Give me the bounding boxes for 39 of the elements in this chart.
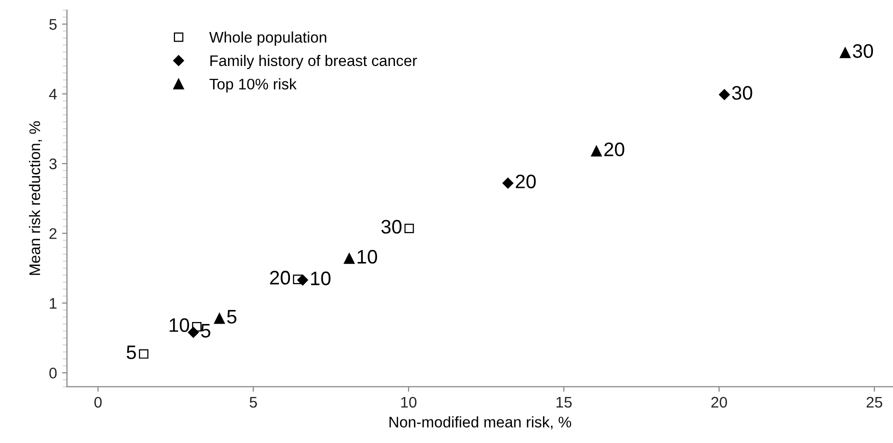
point: [591, 146, 602, 156]
legend-label: Whole population: [209, 31, 326, 46]
annotation: 5: [126, 346, 136, 360]
annotation: 20: [604, 142, 624, 156]
point: [718, 89, 730, 100]
annotation: 10: [311, 272, 330, 286]
point: [214, 312, 225, 324]
y-tick-label: 3: [49, 158, 57, 170]
y-axis-title: Mean risk reduction, %: [28, 121, 42, 275]
x-tick-label: 5: [250, 397, 257, 408]
annotation: 10: [358, 250, 378, 264]
annotation: 30: [852, 44, 873, 58]
x-axis-title: Non-modified mean risk, %: [390, 416, 572, 430]
annotation: 30: [732, 86, 752, 100]
annotation: 30: [381, 220, 402, 234]
annotation: 10: [170, 318, 190, 332]
y-tick-label: 0: [49, 368, 57, 378]
point: [344, 253, 355, 264]
point: [502, 178, 514, 189]
x-tick-label: 0: [94, 396, 102, 408]
x-tick-label: 10: [401, 396, 416, 408]
point: [138, 349, 148, 359]
y-tick-label: 1: [50, 298, 57, 309]
annotation: 5: [227, 310, 236, 324]
y-tick-label: 4: [49, 88, 57, 100]
x-tick-label: 20: [711, 396, 727, 408]
annotation: 20: [270, 270, 290, 285]
annotation: 20: [516, 174, 536, 188]
x-tick-label: 25: [866, 396, 882, 408]
y-tick-label: 5: [49, 19, 57, 30]
legend-label: Family history of breast cancer: [210, 54, 417, 70]
point: [840, 47, 851, 58]
y-tick-label: 2: [50, 228, 56, 239]
annotation: 5: [201, 324, 210, 338]
point: [297, 274, 308, 286]
point: [188, 326, 199, 338]
legend-label: Top 10% risk: [210, 78, 297, 93]
x-tick-label: 15: [556, 397, 572, 408]
point: [404, 224, 414, 234]
